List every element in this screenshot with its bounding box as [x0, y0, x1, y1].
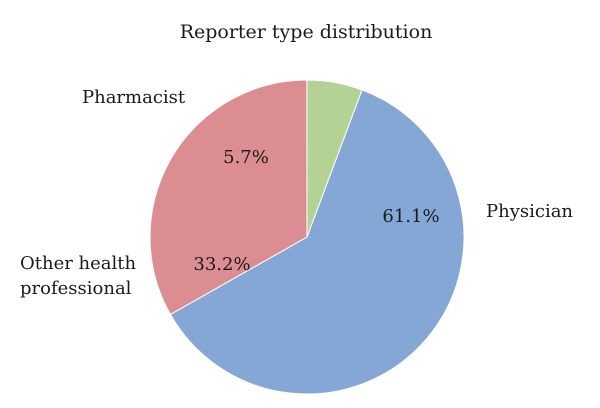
slice-name-label-pharmacist: Pharmacist: [82, 87, 186, 108]
slice-name-line: Pharmacist: [82, 87, 186, 108]
slice-name-labels: Physician Other health professional Pharmac…: [20, 87, 573, 299]
slice-percent-labels: 61.1% 33.2% 5.7%: [193, 147, 439, 275]
pie-slice-physician: [169, 89, 465, 395]
slice-percent-label-pharmacist: 5.7%: [223, 147, 269, 168]
chart-title: Reporter type distribution: [180, 21, 433, 43]
pie-slice-other-health-professional: [149, 79, 308, 316]
slice-percent-label-other-health-professional: 33.2%: [193, 254, 250, 275]
slice-name-label-physician: Physician: [486, 201, 573, 222]
slice-name-line: Other health: [20, 253, 137, 274]
pie-slice-pharmacist: [306, 79, 363, 238]
pie-slices: [149, 79, 465, 395]
slice-name-line: Physician: [486, 201, 573, 222]
slice-name-label-other-health-professional: Other health professional: [20, 253, 137, 299]
slice-name-line: professional: [20, 278, 132, 299]
slice-percent-label-physician: 61.1%: [382, 206, 439, 227]
